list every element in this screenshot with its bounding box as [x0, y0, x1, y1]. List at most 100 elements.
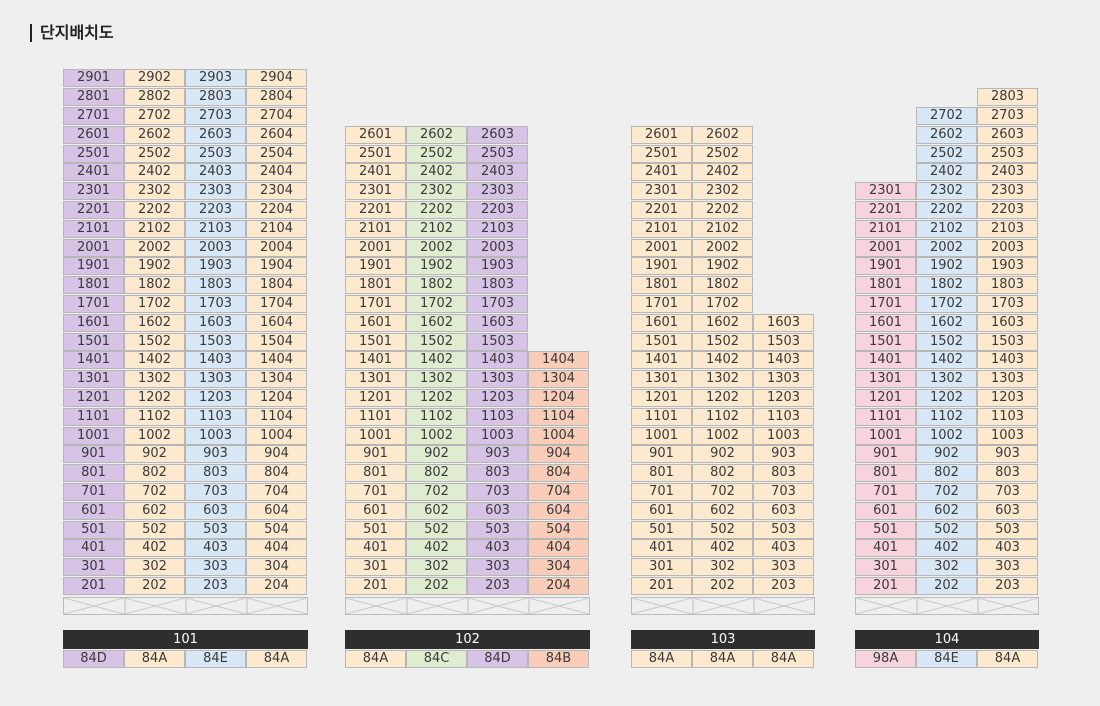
unit-cell: 501: [855, 520, 916, 539]
unit-type-label: 84A: [692, 650, 753, 668]
unit-cell: 803: [467, 464, 528, 483]
unit-cell: 2202: [406, 201, 467, 219]
unit-cell: 601: [345, 501, 406, 520]
unit-cell: 2201: [63, 201, 124, 219]
unit-cell: 2603: [467, 125, 528, 144]
unit-cell: 1002: [692, 426, 753, 445]
unit-cell: 504: [246, 520, 307, 539]
unit-cell: 1501: [631, 332, 692, 351]
unit-cell: 1003: [185, 426, 246, 445]
unit-cell: 302: [124, 558, 185, 577]
unit-cell: 1403: [753, 351, 814, 370]
unit-cell: 403: [753, 539, 814, 558]
unit-cell: 1402: [916, 351, 977, 370]
unit-cell: 1402: [124, 351, 185, 370]
unit-cell: 302: [692, 558, 753, 577]
unit-cell: 1801: [631, 276, 692, 295]
pilotis-floor: [345, 597, 590, 615]
unit-cell: 1403: [185, 351, 246, 370]
unit-cell: 1304: [528, 370, 589, 389]
unit-cell: 2402: [692, 163, 753, 182]
unit-cell: 1701: [63, 295, 124, 313]
unit-cell: 604: [246, 501, 307, 520]
unit-cell: 1304: [246, 370, 307, 389]
unit-cell: 602: [916, 501, 977, 520]
unit-cell: 703: [467, 483, 528, 501]
unit-cell: 303: [185, 558, 246, 577]
unit-cell: 1302: [916, 370, 977, 389]
unit-cell: 1103: [977, 407, 1038, 426]
unit-cell: 402: [124, 539, 185, 558]
unit-cell: 1204: [246, 389, 307, 407]
unit-cell: 1102: [124, 407, 185, 426]
unit-cell: 2601: [63, 125, 124, 144]
unit-cell: 1901: [345, 257, 406, 276]
unit-cell: 1302: [124, 370, 185, 389]
unit-cell: 1404: [246, 351, 307, 370]
unit-cell: 202: [916, 577, 977, 595]
unit-cell: 1204: [528, 389, 589, 407]
unit-cell: 1202: [124, 389, 185, 407]
unit-cell: 1702: [916, 295, 977, 313]
unit-cell: 2203: [467, 201, 528, 219]
unit-cell: 1902: [692, 257, 753, 276]
unit-cell: 903: [185, 445, 246, 464]
unit-cell: 902: [916, 445, 977, 464]
unit-cell: 1704: [246, 295, 307, 313]
unit-cell: 2604: [246, 125, 307, 144]
unit-cell: 303: [467, 558, 528, 577]
unit-cell: 1002: [406, 426, 467, 445]
unit-cell: 1602: [916, 313, 977, 332]
unit-cell: 1203: [185, 389, 246, 407]
unit-cell: 2102: [692, 219, 753, 238]
unit-type-label: 84D: [467, 650, 528, 668]
unit-cell: 203: [753, 577, 814, 595]
unit-cell: 1003: [977, 426, 1038, 445]
unit-cell: 1902: [124, 257, 185, 276]
unit-cell: 202: [406, 577, 467, 595]
unit-cell: 2503: [977, 144, 1038, 163]
unit-cell: 1102: [406, 407, 467, 426]
building-label-104: 104: [855, 630, 1039, 649]
unit-cell: 1603: [185, 313, 246, 332]
unit-cell: 603: [753, 501, 814, 520]
unit-cell: 1602: [692, 313, 753, 332]
unit-cell: 602: [692, 501, 753, 520]
unit-type-label: 84E: [185, 650, 246, 668]
unit-cell: 1402: [406, 351, 467, 370]
unit-cell: 2102: [124, 219, 185, 238]
unit-cell: 1703: [467, 295, 528, 313]
unit-cell: 1602: [124, 313, 185, 332]
unit-cell: 603: [977, 501, 1038, 520]
unit-cell: 2904: [246, 69, 307, 88]
unit-cell: 201: [345, 577, 406, 595]
unit-cell: 1703: [977, 295, 1038, 313]
unit-cell: 302: [406, 558, 467, 577]
unit-cell: 1902: [916, 257, 977, 276]
unit-cell: 2301: [345, 182, 406, 201]
unit-cell: 1002: [124, 426, 185, 445]
unit-cell: 2003: [977, 238, 1038, 257]
unit-cell: 1401: [855, 351, 916, 370]
unit-cell: 401: [63, 539, 124, 558]
unit-cell: 2403: [185, 163, 246, 182]
unit-cell: 2201: [855, 201, 916, 219]
unit-cell: 1903: [977, 257, 1038, 276]
unit-cell: 603: [185, 501, 246, 520]
unit-cell: 802: [406, 464, 467, 483]
unit-cell: 503: [977, 520, 1038, 539]
unit-cell: 1303: [467, 370, 528, 389]
unit-cell: 801: [345, 464, 406, 483]
unit-cell: 201: [855, 577, 916, 595]
unit-cell: 2304: [246, 182, 307, 201]
unit-cell: 804: [528, 464, 589, 483]
unit-cell: 1701: [345, 295, 406, 313]
unit-cell: 2303: [977, 182, 1038, 201]
unit-cell: 803: [753, 464, 814, 483]
unit-type-label: 98A: [855, 650, 916, 668]
unit-cell: 204: [246, 577, 307, 595]
unit-cell: 1104: [528, 407, 589, 426]
unit-cell: 1001: [631, 426, 692, 445]
unit-cell: 1603: [753, 313, 814, 332]
unit-cell: 1502: [406, 332, 467, 351]
